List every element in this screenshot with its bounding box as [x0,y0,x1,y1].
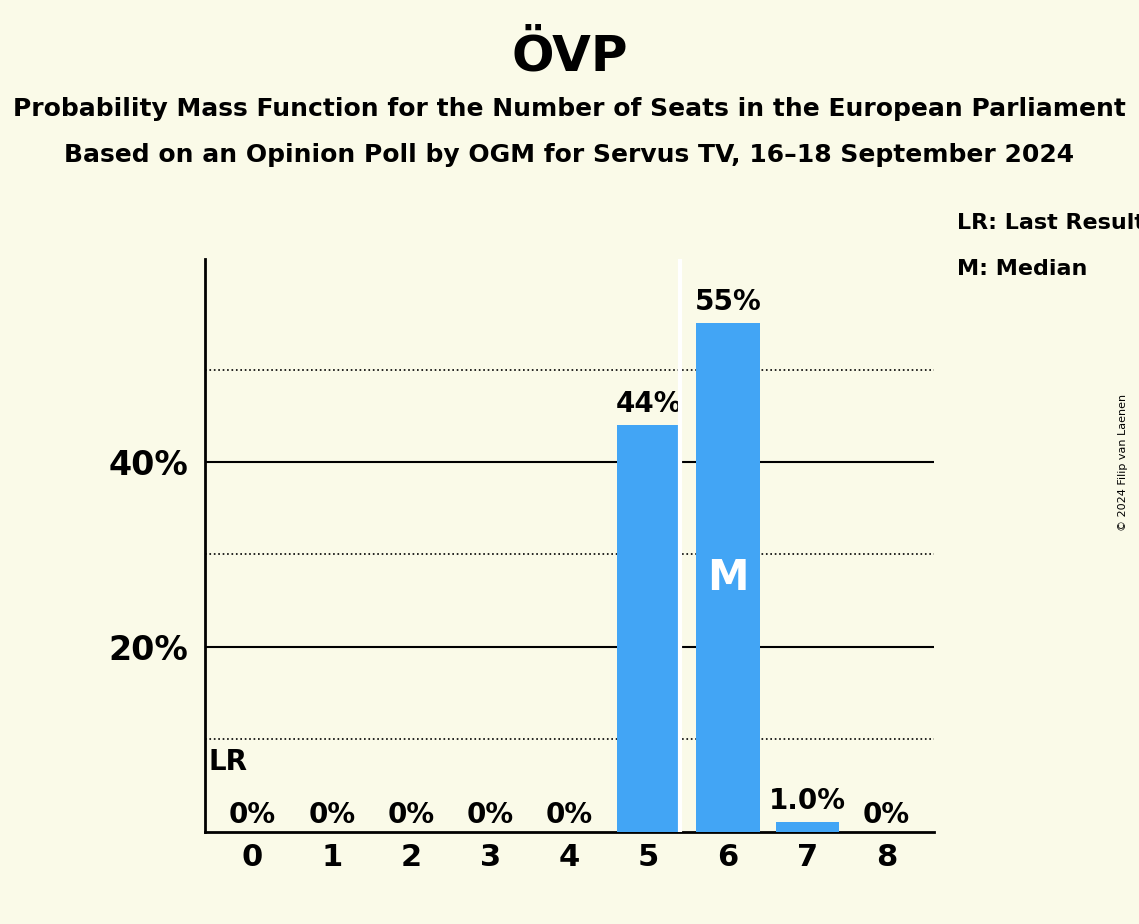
Text: 0%: 0% [229,801,276,829]
Text: 1.0%: 1.0% [769,787,845,815]
Text: Based on an Opinion Poll by OGM for Servus TV, 16–18 September 2024: Based on an Opinion Poll by OGM for Serv… [65,143,1074,167]
Text: 55%: 55% [695,288,761,316]
Text: 0%: 0% [467,801,514,829]
Bar [617,425,680,832]
Text: 0%: 0% [863,801,910,829]
Text: ÖVP: ÖVP [511,32,628,80]
Text: 44%: 44% [615,390,682,418]
Bar [776,822,839,832]
Bar [696,323,760,832]
Text: 0%: 0% [387,801,435,829]
Text: LR: LR [208,748,248,776]
Text: M: M [707,556,748,599]
Text: © 2024 Filip van Laenen: © 2024 Filip van Laenen [1117,394,1128,530]
Text: Probability Mass Function for the Number of Seats in the European Parliament: Probability Mass Function for the Number… [13,97,1126,121]
Text: M: Median: M: Median [957,259,1087,279]
Text: LR: Last Result: LR: Last Result [957,213,1139,233]
Text: 0%: 0% [546,801,593,829]
Text: 0%: 0% [309,801,355,829]
